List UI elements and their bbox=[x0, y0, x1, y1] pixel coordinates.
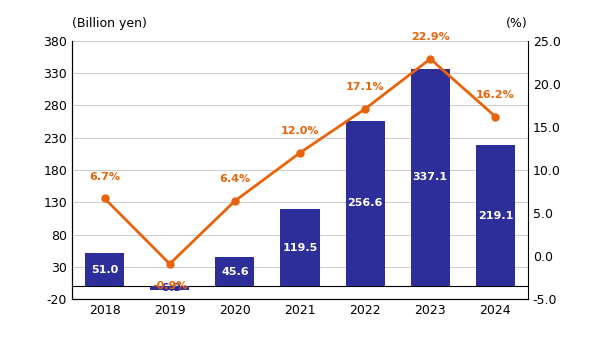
Text: 6.7%: 6.7% bbox=[89, 172, 120, 182]
Text: -0.9%: -0.9% bbox=[152, 280, 187, 291]
Bar bbox=[85, 253, 124, 286]
Bar bbox=[150, 286, 189, 290]
Bar bbox=[411, 69, 450, 286]
Text: 119.5: 119.5 bbox=[283, 243, 317, 253]
Text: 45.6: 45.6 bbox=[221, 267, 248, 276]
Text: (%): (%) bbox=[506, 17, 528, 31]
Text: 17.1%: 17.1% bbox=[346, 82, 385, 92]
Bar bbox=[215, 257, 254, 286]
Bar bbox=[280, 209, 320, 286]
Bar bbox=[476, 145, 515, 286]
Text: 51.0: 51.0 bbox=[91, 265, 118, 275]
Text: 337.1: 337.1 bbox=[413, 172, 448, 182]
Text: (Billion yen): (Billion yen) bbox=[72, 17, 147, 31]
Text: 219.1: 219.1 bbox=[478, 210, 513, 221]
Text: -6.3: -6.3 bbox=[158, 283, 182, 293]
Text: 12.0%: 12.0% bbox=[281, 126, 319, 136]
Text: 22.9%: 22.9% bbox=[411, 32, 449, 42]
Text: 16.2%: 16.2% bbox=[476, 90, 515, 100]
Bar bbox=[346, 120, 385, 286]
Text: 6.4%: 6.4% bbox=[219, 174, 250, 184]
Text: 256.6: 256.6 bbox=[347, 199, 383, 208]
